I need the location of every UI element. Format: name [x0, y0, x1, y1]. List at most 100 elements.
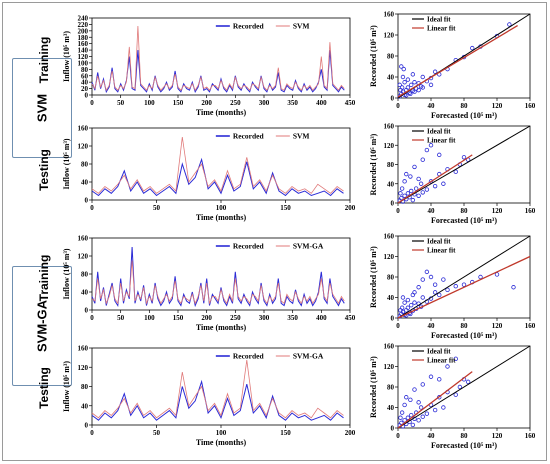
legend-label-ideal: Ideal fit [427, 348, 451, 356]
scatter-point [405, 305, 411, 310]
scatter-point [412, 164, 417, 170]
scatter-point [461, 155, 467, 160]
y-axis-label: Inflow (10⁵ m³) [62, 31, 71, 82]
legend-label: Recorded [233, 242, 265, 251]
scatter-point [402, 402, 407, 408]
x-tick-label: 350 [287, 314, 298, 322]
y-tick-label: 120 [384, 253, 395, 261]
scatter-point [420, 190, 425, 195]
x-tick-label: 120 [492, 432, 503, 440]
scatter-point [420, 74, 425, 80]
line-chart-3: 0 40 80 120 160 0 50 100 150 200 Time (months) Infl… [62, 345, 356, 448]
y-tick-label: 120 [384, 142, 395, 150]
scatter-point [511, 285, 516, 290]
scatter-point [457, 384, 463, 390]
scatter-point [432, 282, 438, 287]
y-tick-label: 40 [387, 294, 395, 302]
scatter-point [399, 410, 405, 415]
x-tick-label: 0 [90, 429, 94, 437]
y-tick-label: 40 [81, 289, 89, 297]
legend-label: SVM [293, 22, 310, 31]
linear-fit-line [397, 255, 531, 319]
y-tick-label: 120 [384, 32, 395, 40]
y-tick-label: 0 [85, 197, 89, 205]
scatter-point [420, 85, 425, 90]
scatter-point [399, 195, 404, 201]
y-tick-label: 120 [78, 253, 89, 261]
scatter-point [453, 169, 458, 174]
x-tick-label: 120 [492, 322, 503, 330]
row-label-text: Training [37, 36, 51, 84]
scatter-point [412, 387, 417, 392]
y-tick-label: 0 [391, 425, 395, 433]
x-tick-label: 100 [144, 314, 155, 322]
x-tick-label: 150 [173, 99, 184, 107]
scatter-point [428, 179, 434, 184]
scatter-point [398, 308, 403, 313]
x-tick-label: 0 [396, 322, 400, 330]
scatter-point [405, 85, 411, 90]
scatter-point [461, 282, 467, 287]
scatter-point [424, 411, 430, 416]
y-tick-label: 0 [85, 92, 89, 100]
scatter-point [416, 400, 421, 405]
scatter-point [410, 197, 416, 203]
y-tick-label: 80 [81, 161, 89, 169]
x-tick-label: 150 [280, 429, 291, 437]
scatter-point [441, 181, 446, 186]
scatter-point [432, 183, 438, 189]
scatter-point [402, 80, 407, 85]
x-axis-label: Time (months) [196, 213, 247, 222]
x-tick-label: 250 [230, 314, 241, 322]
scatter-point [416, 87, 421, 93]
linear-fit-line [397, 24, 518, 98]
y-tick-label: 160 [78, 125, 89, 133]
y-tick-label: 0 [391, 315, 395, 323]
scatter-chart-3: 0 40 80 120 160 0 40 80 120 160 Forecasted (10⁵ m³… [369, 343, 536, 451]
scatter-point [404, 93, 409, 98]
series-line-model [91, 136, 344, 194]
y-tick-label: 80 [81, 383, 89, 391]
row-label-svm-testing: Testing [34, 130, 54, 210]
y-tick-label: 0 [391, 95, 395, 103]
x-tick-label: 120 [492, 102, 503, 110]
scatter-point [428, 374, 434, 379]
scatter-point [420, 295, 425, 300]
y-axis-label: Inflow (10⁵ m³) [62, 138, 71, 189]
y-tick-label: 80 [387, 274, 395, 282]
scatter-point [397, 82, 402, 88]
scatter-point [409, 188, 414, 194]
scatter-point [402, 193, 407, 198]
scatter-point [404, 395, 409, 400]
legend-label-linear: Linear fit [427, 137, 456, 145]
scatter-point [400, 74, 406, 80]
y-tick-label: 160 [78, 40, 89, 48]
x-axis-label: Time (months) [196, 108, 247, 117]
x-tick-label: 100 [144, 99, 155, 107]
x-tick-label: 120 [492, 207, 503, 215]
linear-fit-line [397, 371, 473, 429]
x-tick-label: 0 [90, 314, 94, 322]
scatter-point [453, 284, 458, 289]
x-axis-label: Forecasted (10⁵ m³) [431, 216, 497, 225]
x-tick-label: 160 [525, 432, 536, 440]
scatter-point [399, 64, 404, 69]
scatter-point [416, 176, 421, 182]
scatter-point [441, 405, 446, 410]
x-tick-label: 100 [216, 204, 227, 212]
y-axis-label: Recorded (10⁵ m³) [369, 246, 378, 308]
scatter-point [424, 187, 430, 192]
y-tick-label: 160 [384, 11, 395, 19]
x-tick-label: 40 [428, 207, 436, 215]
scatter-point [405, 77, 411, 82]
scatter-point [420, 382, 425, 387]
series-line-model [91, 25, 345, 92]
scatter-point [402, 418, 407, 423]
legend-label-linear: Linear fit [427, 357, 456, 365]
x-tick-label: 450 [345, 314, 356, 322]
y-tick-label: 80 [81, 271, 89, 279]
x-tick-label: 200 [201, 99, 212, 107]
line-chart-1: 0 40 80 120 160 0 50 100 150 200 Time (months) Infl… [62, 125, 356, 223]
scatter-point [408, 174, 413, 179]
